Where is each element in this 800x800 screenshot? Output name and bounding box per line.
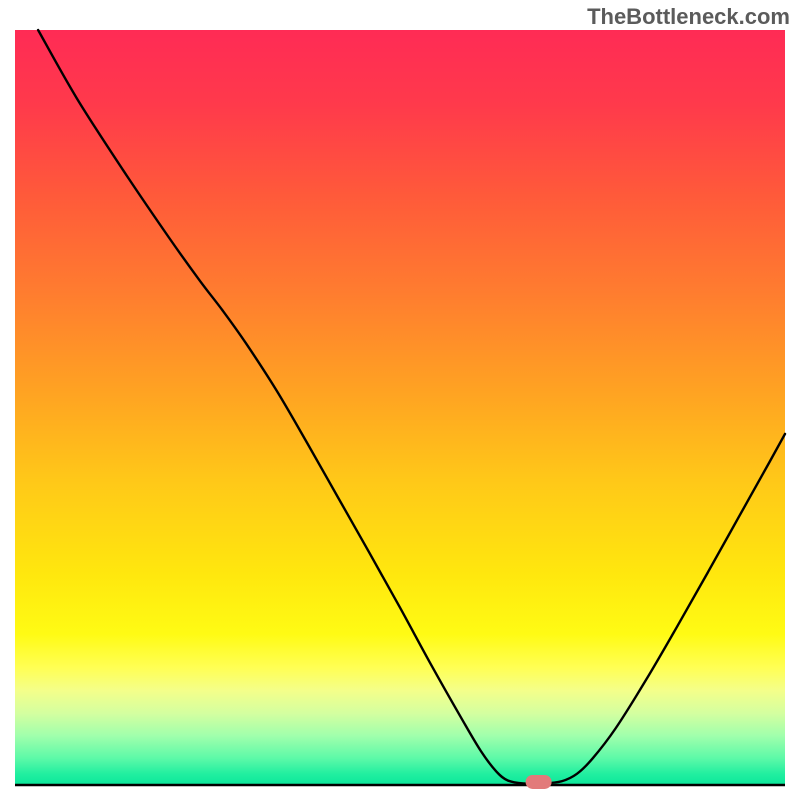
- gradient-background: [15, 30, 785, 785]
- bottleneck-chart: [0, 0, 800, 800]
- watermark-text: TheBottleneck.com: [587, 4, 790, 30]
- optimum-marker: [526, 775, 552, 789]
- chart-container: TheBottleneck.com: [0, 0, 800, 800]
